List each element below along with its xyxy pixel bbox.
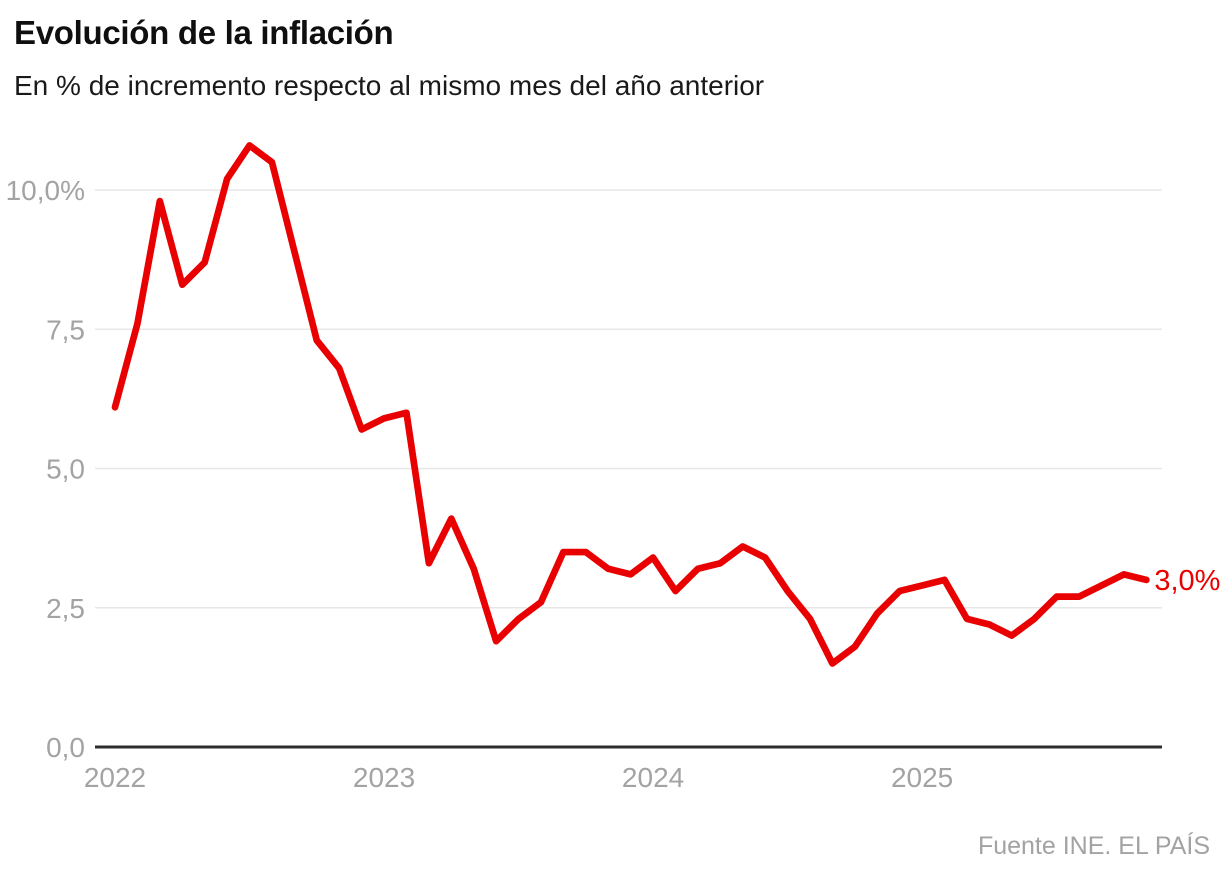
source-credit: Fuente INE. EL PAÍS	[977, 832, 1210, 860]
page-title: Evolución de la inflación	[14, 14, 394, 51]
x-axis-label: 2023	[353, 762, 415, 793]
y-axis-label: 7,5	[46, 314, 85, 345]
x-axis-label: 2025	[891, 762, 953, 793]
inflation-line	[111, 142, 1150, 667]
chart-subtitle: En % de incremento respecto al mismo mes…	[14, 70, 765, 101]
current-value-label: 3,0%	[1154, 565, 1220, 597]
y-axis-label: 0,0	[46, 732, 85, 763]
x-axis-label: 2024	[622, 762, 684, 793]
y-axis-label: 2,5	[46, 593, 85, 624]
y-axis-label: 5,0	[46, 454, 85, 485]
y-axis-label: 10,0%	[6, 175, 85, 206]
x-axis-label: 2022	[84, 762, 146, 793]
